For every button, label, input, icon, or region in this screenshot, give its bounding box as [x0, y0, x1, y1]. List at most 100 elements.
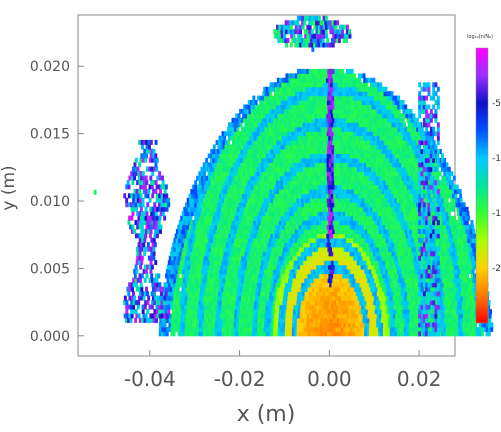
heatmap-cell: [415, 233, 418, 239]
heatmap-cell: [192, 291, 196, 297]
heatmap-cell: [456, 286, 460, 292]
heatmap-cell: [365, 229, 368, 234]
heatmap-cell: [273, 180, 277, 186]
heatmap-cell: [337, 251, 341, 257]
heatmap-cell: [342, 166, 346, 172]
heatmap-cell: [188, 193, 192, 199]
heatmap-cell: [405, 162, 409, 168]
heatmap-cell: [186, 197, 190, 203]
heatmap-cell: [355, 246, 359, 252]
heatmap-cell: [439, 215, 443, 221]
heatmap-cell: [298, 282, 302, 288]
heatmap-cell: [231, 282, 235, 288]
heatmap-cell: [297, 309, 301, 315]
heatmap-cell: [180, 318, 184, 323]
heatmap-cell: [284, 166, 288, 172]
heatmap-cell: [473, 331, 477, 337]
heatmap-cell: [378, 237, 382, 243]
heatmap-cell: [334, 318, 338, 323]
heatmap-cell: [246, 193, 250, 199]
heatmap-cell: [341, 291, 345, 297]
heatmap-cell: [244, 309, 247, 315]
heatmap-cell: [210, 215, 214, 221]
heatmap-cell: [407, 286, 411, 292]
heatmap-cell: [221, 211, 225, 217]
heatmap-cell: [239, 291, 242, 297]
heatmap-cell: [340, 331, 344, 337]
heatmap-cell: [405, 304, 409, 310]
heatmap-cell: [454, 233, 458, 239]
heatmap-cell: [240, 166, 244, 172]
heatmap-cell: [186, 282, 190, 288]
heatmap-cell: [342, 304, 346, 310]
heatmap-cell: [311, 184, 315, 190]
heatmap-cell: [417, 326, 421, 332]
heatmap-cell: [236, 202, 240, 208]
heatmap-cell: [470, 286, 474, 292]
heatmap-cell: [445, 260, 449, 266]
heatmap-cell: [277, 242, 281, 248]
heatmap-cell: [217, 246, 221, 252]
heatmap-cell: [275, 211, 278, 217]
heatmap-cell: [282, 162, 286, 168]
heatmap-cell: [331, 215, 335, 221]
heatmap-cell: [272, 206, 275, 212]
heatmap-cell: [278, 291, 282, 297]
heatmap-cell: [454, 251, 458, 257]
heatmap-cell: [453, 269, 456, 275]
heatmap-cell: [304, 291, 308, 297]
heatmap-cell: [180, 291, 184, 297]
heatmap-cell: [237, 286, 241, 292]
heatmap-cell: [172, 242, 176, 248]
heatmap-cell: [287, 300, 290, 306]
heatmap-cell: [324, 233, 327, 239]
heatmap-cell: [280, 237, 284, 243]
heatmap-cell: [318, 278, 322, 283]
heatmap-cell: [216, 206, 219, 212]
heatmap-cell: [244, 166, 248, 172]
heatmap-cell: [395, 229, 399, 234]
heatmap-cell: [254, 162, 258, 168]
heatmap-cell: [312, 166, 316, 172]
heatmap-cell: [182, 246, 186, 252]
heatmap-cell: [369, 269, 372, 275]
heatmap-cell: [224, 331, 227, 337]
heatmap-cell: [256, 304, 259, 310]
heatmap-cell: [291, 224, 295, 230]
heatmap-cell: [454, 193, 458, 199]
heatmap-cell: [293, 166, 297, 172]
heatmap-cell: [473, 286, 477, 292]
heatmap-cell: [442, 278, 445, 283]
heatmap-cell: [367, 255, 371, 261]
heatmap-cell: [341, 313, 345, 319]
heatmap-cell: [232, 242, 236, 248]
heatmap-cell: [392, 224, 395, 230]
heatmap-cell: [378, 318, 382, 323]
heatmap-cell: [404, 269, 407, 275]
heatmap-cell: [369, 215, 373, 221]
heatmap-cell: [234, 278, 238, 283]
heatmap-cell: [445, 282, 449, 288]
heatmap-cell: [273, 269, 277, 275]
heatmap-cell: [389, 251, 393, 257]
heatmap-cell: [442, 304, 446, 310]
heatmap-cell: [263, 273, 266, 279]
heatmap-cell: [211, 309, 215, 315]
heatmap-cell: [337, 291, 341, 297]
heatmap-cell: [245, 215, 249, 221]
heatmap-cell: [245, 224, 248, 230]
heatmap-cell: [415, 197, 419, 203]
heatmap-cell: [270, 286, 273, 292]
heatmap-cell: [389, 233, 393, 239]
heatmap-cell: [283, 189, 287, 194]
heatmap-cell: [319, 273, 322, 279]
heatmap-cell: [340, 260, 344, 266]
heatmap-cell: [194, 291, 198, 297]
heatmap-cell: [252, 300, 255, 306]
heatmap-cell: [405, 189, 408, 194]
heatmap-cell: [220, 229, 224, 234]
heatmap-cell: [376, 184, 380, 190]
heatmap-cell: [397, 278, 401, 283]
heatmap-cell: [296, 180, 300, 186]
heatmap-cell: [234, 291, 238, 297]
